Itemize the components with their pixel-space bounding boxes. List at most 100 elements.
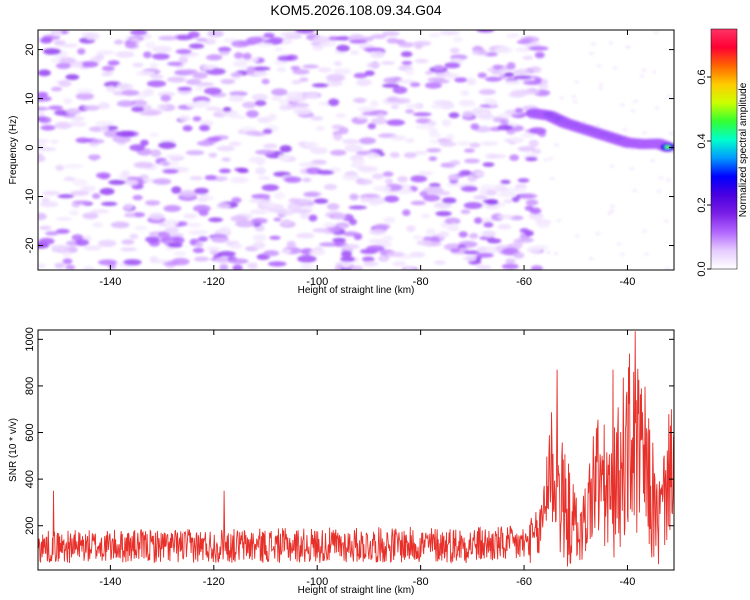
heatmap-noise-cell — [196, 37, 208, 42]
heatmap-noise-cell — [463, 250, 481, 255]
colorbar-label: Normalized spectral amplitude — [738, 82, 749, 217]
heatmap-faint-cell — [595, 124, 601, 128]
bottom-x-axis-label: Height of straight line (km) — [298, 585, 415, 596]
heatmap-noise-cell — [55, 62, 71, 69]
x-tick-label: -40 — [620, 576, 636, 588]
heatmap-noise-cell — [525, 156, 538, 162]
heatmap-noise-cell — [97, 102, 111, 110]
heatmap-noise-cell — [416, 240, 432, 246]
heatmap-noise-cell — [194, 187, 209, 195]
heatmap-faint-cell — [629, 167, 634, 171]
heatmap-noise-cell — [167, 242, 183, 248]
heatmap-noise-cell — [257, 42, 273, 47]
heatmap-noise-cell — [478, 89, 496, 95]
heatmap-noise-cell — [444, 62, 461, 69]
heatmap-noise-cell — [63, 176, 76, 182]
heatmap-noise-cell — [382, 171, 394, 177]
heatmap-faint-cell — [633, 99, 639, 103]
heatmap-noise-cell — [192, 72, 208, 79]
heatmap-faint-cell — [588, 257, 594, 261]
heatmap-noise-cell — [94, 120, 115, 127]
heatmap-noise-cell — [38, 147, 56, 152]
heatmap-noise-cell — [409, 82, 421, 88]
heatmap-noise-cell — [198, 124, 211, 132]
heatmap-noise-cell — [302, 177, 312, 183]
heatmap-noise-cell — [406, 225, 416, 233]
heatmap-noise-cell — [280, 31, 301, 37]
heatmap-faint-cell — [553, 252, 559, 256]
heatmap-noise-cell — [270, 96, 282, 101]
heatmap-noise-cell — [274, 46, 284, 52]
heatmap-noise-cell — [374, 223, 391, 230]
heatmap-noise-cell — [466, 77, 477, 86]
heatmap-noise-cell — [120, 247, 138, 252]
heatmap-noise-cell — [42, 190, 61, 196]
heatmap-faint-cell — [616, 242, 622, 246]
x-tick-label: -80 — [413, 576, 429, 588]
heatmap-noise-cell — [182, 125, 193, 132]
heatmap-noise-cell — [386, 251, 405, 257]
heatmap-noise-cell — [316, 170, 334, 175]
heatmap-noise-cell — [433, 202, 452, 209]
y-tick-label: 200 — [24, 517, 36, 535]
heatmap-noise-cell — [369, 228, 387, 235]
heatmap-noise-cell — [351, 159, 366, 166]
heatmap-noise-cell — [448, 112, 460, 119]
heatmap-noise-cell — [425, 228, 436, 236]
heatmap-noise-cell — [328, 98, 340, 107]
heatmap-faint-cell — [658, 176, 664, 180]
heatmap-noise-cell — [512, 241, 523, 248]
heatmap-noise-cell — [170, 233, 184, 238]
heatmap-noise-cell — [367, 123, 376, 130]
heatmap-noise-cell — [470, 123, 480, 130]
heatmap-noise-cell — [450, 47, 460, 54]
heatmap-noise-cell — [205, 246, 221, 251]
heatmap-noise-cell — [206, 54, 223, 61]
heatmap-noise-cell — [45, 231, 59, 236]
heatmap-noise-cell — [423, 186, 444, 194]
heatmap-noise-cell — [312, 45, 324, 51]
heatmap-noise-cell — [277, 55, 294, 62]
heatmap-noise-cell — [99, 187, 115, 196]
heatmap-noise-cell — [461, 185, 478, 192]
heatmap-noise-cell — [216, 203, 231, 209]
heatmap-noise-cell — [54, 109, 70, 116]
heatmap-noise-cell — [483, 98, 495, 104]
heatmap-faint-cell — [554, 143, 559, 147]
heatmap-noise-cell — [405, 104, 423, 109]
heatmap-noise-cell — [192, 247, 205, 253]
x-tick-label: -120 — [203, 576, 225, 588]
heatmap-noise-cell — [341, 250, 352, 258]
heatmap-noise-cell — [143, 51, 152, 59]
heatmap-noise-cell — [326, 203, 340, 211]
heatmap-noise-cell — [405, 68, 415, 76]
heatmap-noise-cell — [167, 61, 183, 66]
heatmap-noise-cell — [145, 41, 156, 50]
heatmap-noise-cell — [497, 224, 512, 230]
heatmap-noise-cell — [477, 114, 495, 120]
heatmap-noise-cell — [263, 250, 280, 257]
heatmap-noise-cell — [312, 228, 331, 233]
heatmap-faint-cell — [642, 229, 647, 233]
top-x-axis-label: Height of straight line (km) — [298, 285, 415, 296]
heatmap-noise-cell — [500, 119, 509, 125]
heatmap-noise-cell — [333, 68, 352, 75]
heatmap-noise-cell — [38, 263, 46, 269]
heatmap-noise-cell — [391, 104, 400, 110]
heatmap-noise-cell — [38, 95, 52, 102]
heatmap-noise-cell — [342, 174, 360, 181]
heatmap-faint-cell — [619, 103, 625, 107]
heatmap-noise-cell — [317, 67, 332, 73]
heatmap-noise-cell — [230, 72, 243, 78]
heatmap-noise-cell — [121, 170, 130, 177]
heatmap-noise-cell — [479, 188, 488, 197]
heatmap-noise-cell — [442, 197, 457, 204]
colorbar-tick-label: 0.4 — [696, 133, 708, 148]
heatmap-noise-cell — [357, 106, 376, 112]
heatmap-noise-cell — [376, 113, 386, 119]
heatmap-noise-cell — [315, 125, 325, 131]
heatmap-noise-cell — [412, 112, 432, 117]
colorbar: 0.0 0.2 0.4 0.6 Normalized spectral amplitu… — [696, 28, 749, 277]
heatmap-noise-cell — [188, 229, 208, 236]
heatmap-noise-cell — [152, 45, 173, 54]
